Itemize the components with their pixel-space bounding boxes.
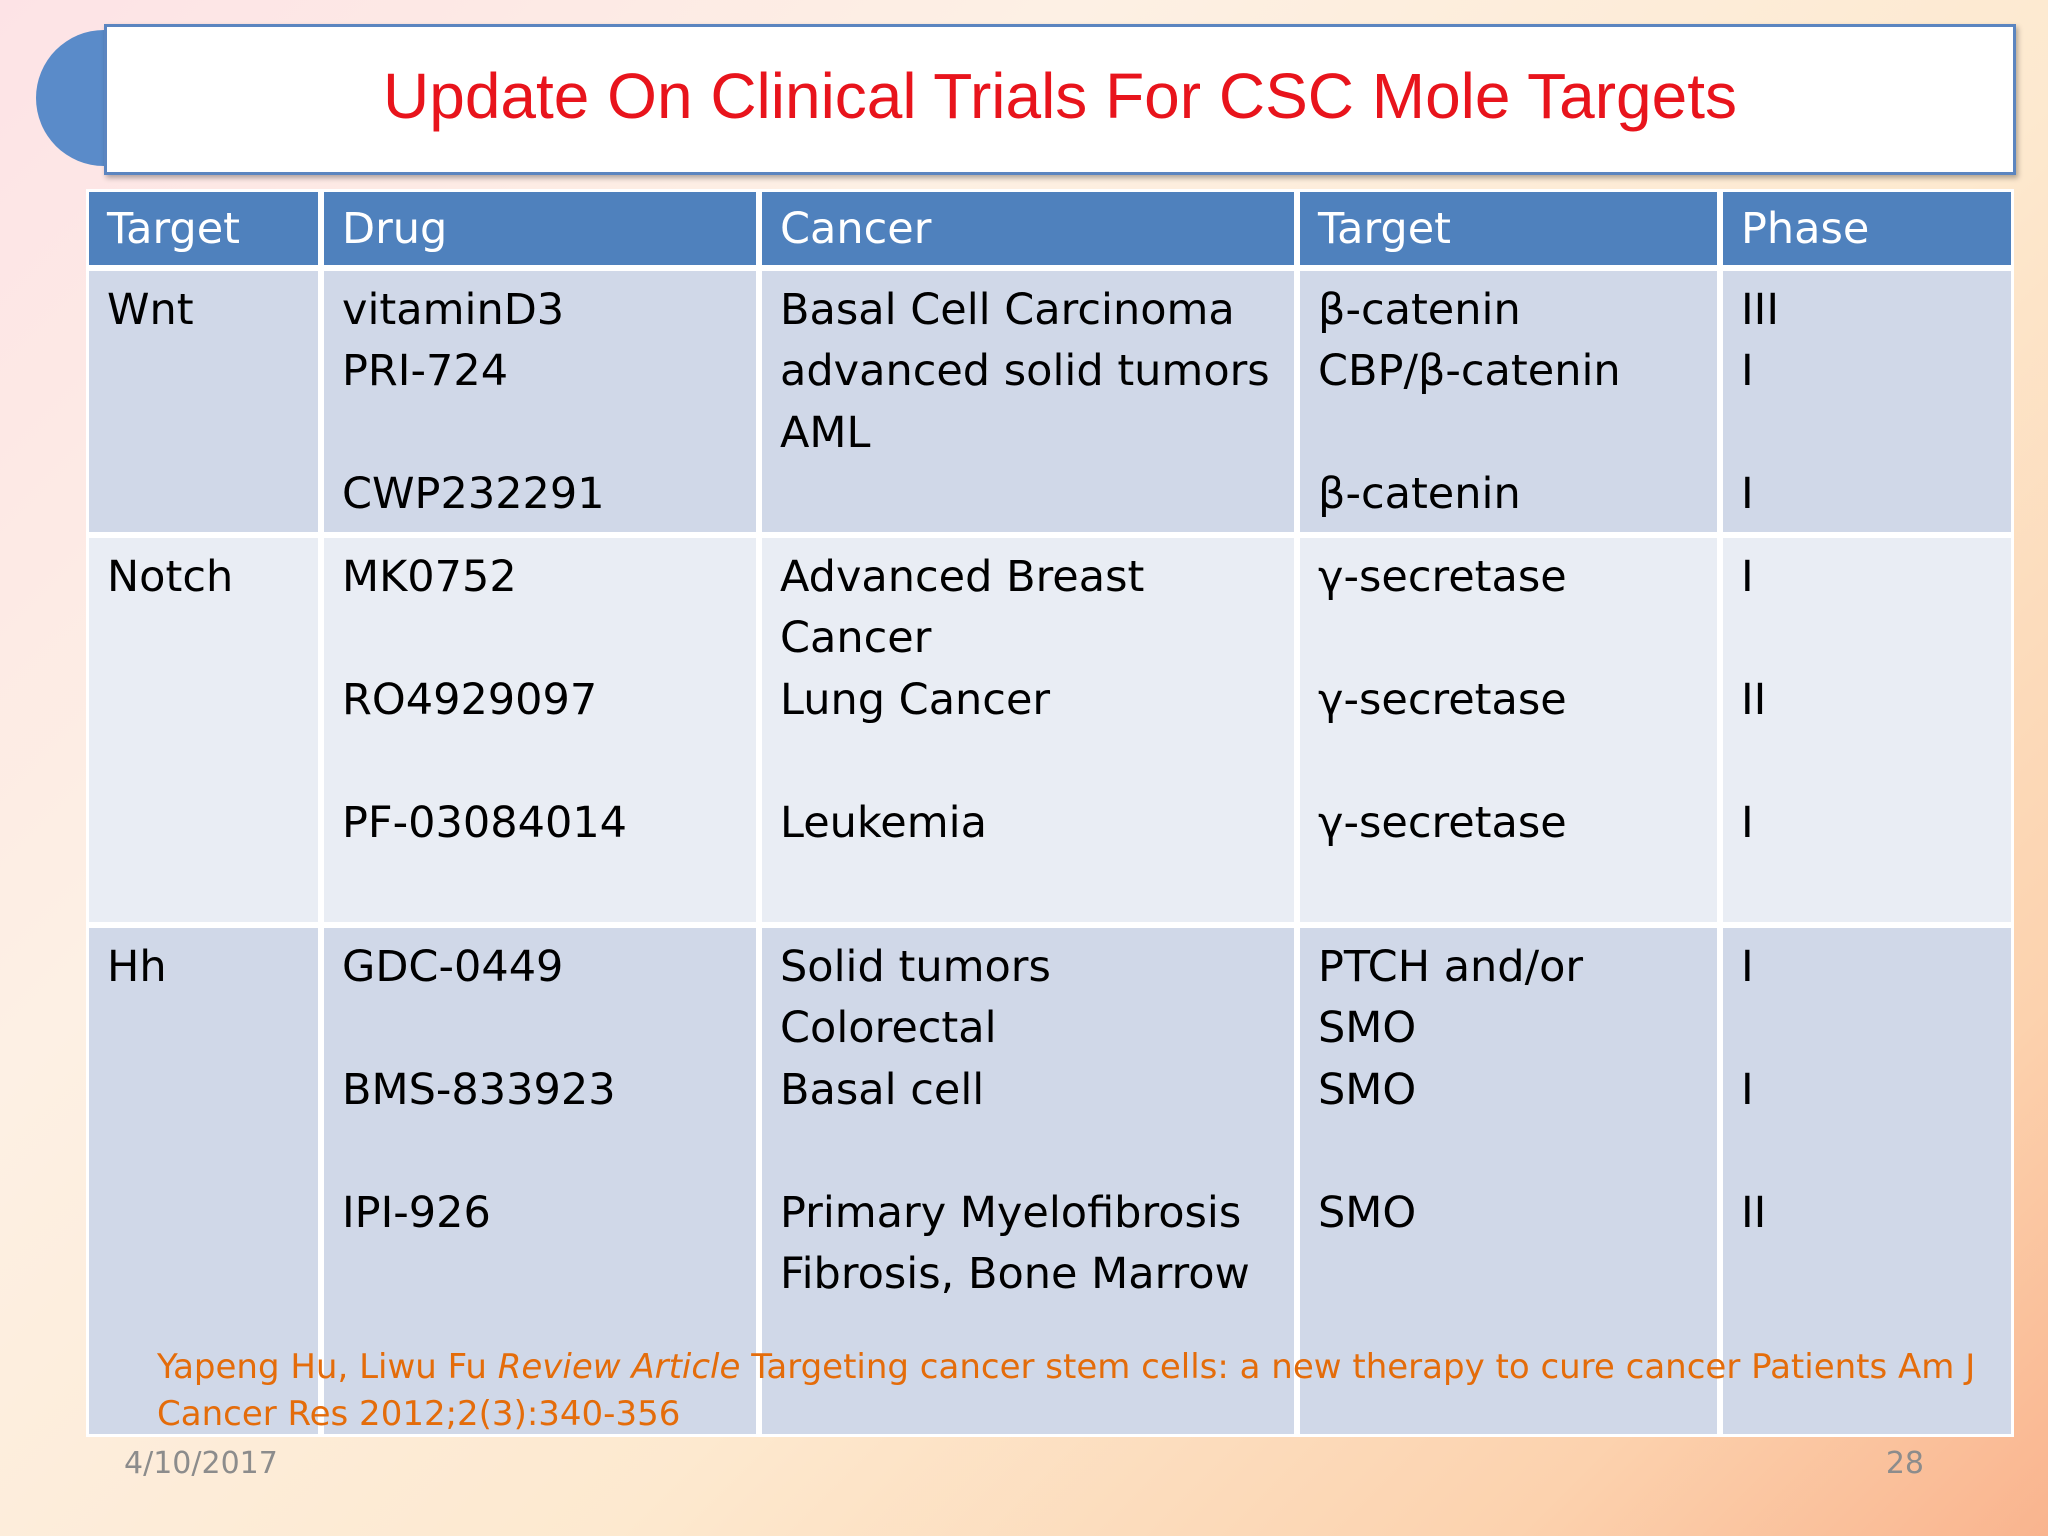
- cell-text: IPI-926: [342, 1187, 491, 1238]
- cell-text: Hh: [107, 942, 167, 992]
- cell-text: I: [1741, 942, 1754, 992]
- header-cell: [759, 189, 1297, 268]
- cell-text: CBP/β-catenin: [1318, 346, 1621, 397]
- table-cell: [1720, 925, 2014, 1437]
- citation-type: Review Article: [497, 1347, 741, 1387]
- cell-text: Advanced Breast: [780, 552, 1145, 602]
- cell-text: AML: [780, 407, 871, 458]
- header-cell: [1720, 189, 2014, 268]
- page-number: 28: [1885, 1446, 1924, 1481]
- cell-text: SMO: [1318, 1187, 1417, 1238]
- cell-text: SMO: [1318, 1003, 1417, 1054]
- table-cell: [759, 925, 1297, 1437]
- table-cell: [86, 268, 321, 535]
- cell-text: Cancer: [780, 613, 932, 664]
- cell-text: vitaminD3: [342, 285, 565, 335]
- table-cell: [86, 535, 321, 925]
- cell-text: GDC-0449: [342, 942, 564, 992]
- table-cell: [321, 535, 759, 925]
- cell-text: γ-secretase: [1318, 674, 1567, 725]
- cell-text: I: [1741, 797, 1754, 848]
- cell-text: BMS-833923: [342, 1064, 616, 1115]
- table-cell: [759, 535, 1297, 925]
- column-header: Cancer: [780, 204, 932, 254]
- citation-text: Targeting cancer stem cells: a new thera…: [157, 1347, 1976, 1434]
- cell-text: PRI-724: [342, 346, 509, 397]
- table-cell: [321, 268, 759, 535]
- cell-text: Fibrosis, Bone Marrow: [780, 1249, 1250, 1299]
- cell-text: Notch: [107, 552, 234, 602]
- cell-text: Basal Cell Carcinoma: [780, 285, 1235, 335]
- slide-title: Update On Clinical Trials For CSC Mole T…: [383, 60, 1737, 132]
- cell-text: β-catenin: [1318, 469, 1521, 520]
- cell-text: PF-03084014: [342, 797, 628, 848]
- title-box: [104, 24, 2016, 175]
- cell-text: MK0752: [342, 552, 517, 602]
- cell-text: Wnt: [107, 285, 194, 335]
- cell-text: CWP232291: [342, 469, 605, 520]
- cell-text: advanced solid tumors: [780, 346, 1270, 397]
- table-cell: [321, 925, 759, 1437]
- table-cell: [759, 268, 1297, 535]
- header-cell: [86, 189, 321, 268]
- cell-text: I: [1741, 346, 1754, 397]
- cell-text: Colorectal: [780, 1003, 997, 1054]
- cell-text: Primary Myelofibrosis: [780, 1187, 1242, 1238]
- cell-text: II: [1741, 674, 1767, 725]
- citation-authors: Yapeng Hu, Liwu Fu: [157, 1347, 487, 1387]
- cell-text: I: [1741, 1064, 1754, 1115]
- cell-text: Basal cell: [780, 1064, 985, 1115]
- cell-text: β-catenin: [1318, 285, 1521, 335]
- cell-text: RO4929097: [342, 674, 598, 725]
- table-cell: [1297, 535, 1720, 925]
- cell-text: γ-secretase: [1318, 552, 1567, 602]
- column-header: Target: [107, 204, 241, 254]
- table-cell: [1297, 268, 1720, 535]
- table-cell: [1720, 535, 2014, 925]
- cell-text: Solid tumors: [780, 942, 1051, 992]
- footer-date: 4/10/2017: [124, 1446, 278, 1481]
- header-cell: [1297, 189, 1720, 268]
- table-cell: [1297, 925, 1720, 1437]
- cell-text: γ-secretase: [1318, 797, 1567, 848]
- cell-text: Leukemia: [780, 797, 987, 848]
- cell-text: Lung Cancer: [780, 674, 1051, 725]
- cell-text: I: [1741, 469, 1754, 520]
- table-cell: [86, 925, 321, 1437]
- cell-text: SMO: [1318, 1064, 1417, 1115]
- cell-text: I: [1741, 552, 1754, 602]
- column-header: Target: [1318, 204, 1452, 254]
- column-header: Phase: [1741, 204, 1870, 254]
- table-cell: [1720, 268, 2014, 535]
- header-cell: [321, 189, 759, 268]
- cell-text: II: [1741, 1187, 1767, 1238]
- column-header: Drug: [342, 204, 448, 254]
- cell-text: III: [1741, 285, 1780, 335]
- citation: Yapeng Hu, Liwu Fu Review Article Target…: [157, 1344, 2007, 1438]
- cell-text: PTCH and/or: [1318, 942, 1584, 992]
